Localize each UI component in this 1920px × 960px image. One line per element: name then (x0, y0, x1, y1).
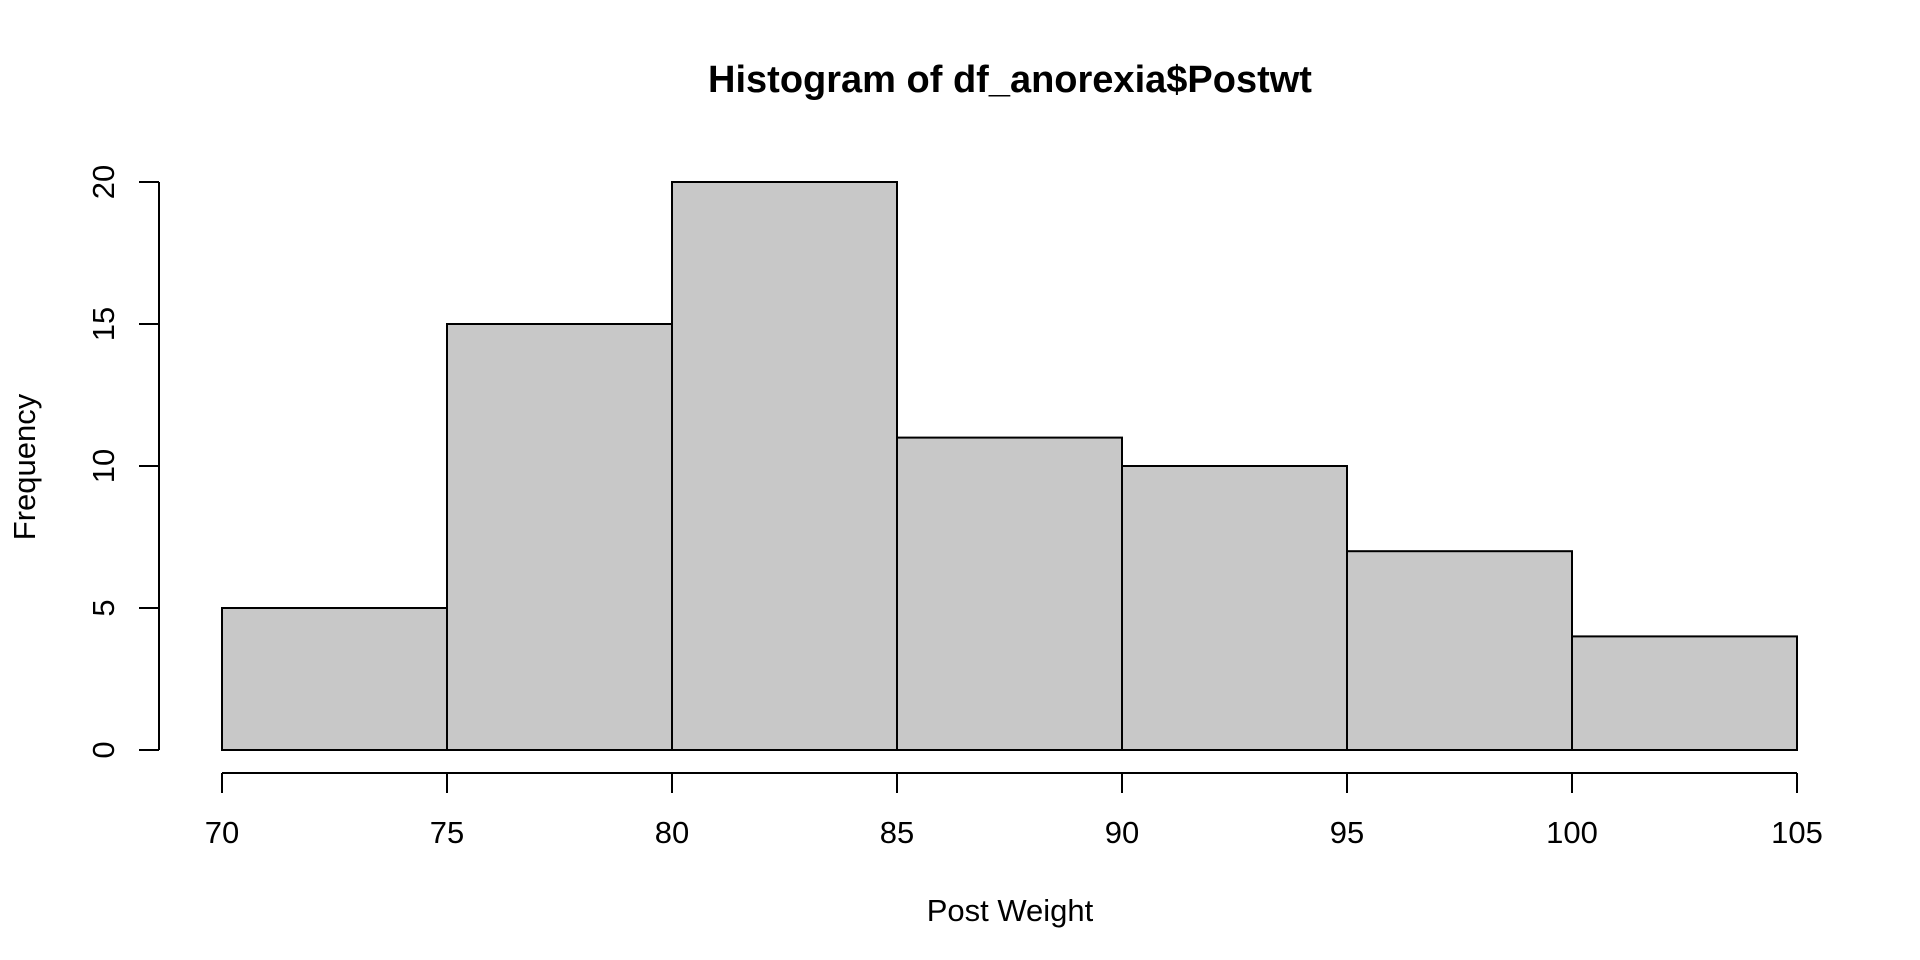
histogram-bar (221, 607, 448, 751)
x-tick-label: 90 (1105, 815, 1139, 850)
y-axis: 0 5 10 15 20 (86, 165, 160, 759)
x-axis: 70 75 80 85 90 95 100 105 (205, 772, 1823, 850)
y-tick-label: 5 (86, 599, 121, 616)
histogram-bar (1121, 465, 1348, 751)
histogram-bar (1346, 550, 1573, 752)
x-tick-label: 70 (205, 815, 239, 850)
histogram-bar (896, 436, 1123, 751)
y-tick-label: 15 (86, 307, 121, 341)
chart-title: Histogram of df_anorexia$Postwt (708, 59, 1312, 101)
y-tick-label: 20 (86, 165, 121, 199)
histogram-bar (1571, 635, 1798, 752)
x-tick-label: 75 (430, 815, 464, 850)
x-tick-label: 100 (1546, 815, 1598, 850)
histogram-bar (446, 323, 673, 751)
x-tick-label: 80 (655, 815, 689, 850)
histogram-bar (671, 181, 898, 751)
y-tick-label: 0 (86, 741, 121, 758)
y-tick-label: 10 (86, 449, 121, 483)
x-tick-label: 105 (1771, 815, 1823, 850)
x-tick-label: 95 (1330, 815, 1364, 850)
x-axis-label: Post Weight (927, 893, 1094, 928)
histogram-bars (221, 181, 1798, 752)
y-axis-label: Frequency (7, 393, 42, 540)
x-tick-label: 85 (880, 815, 914, 850)
